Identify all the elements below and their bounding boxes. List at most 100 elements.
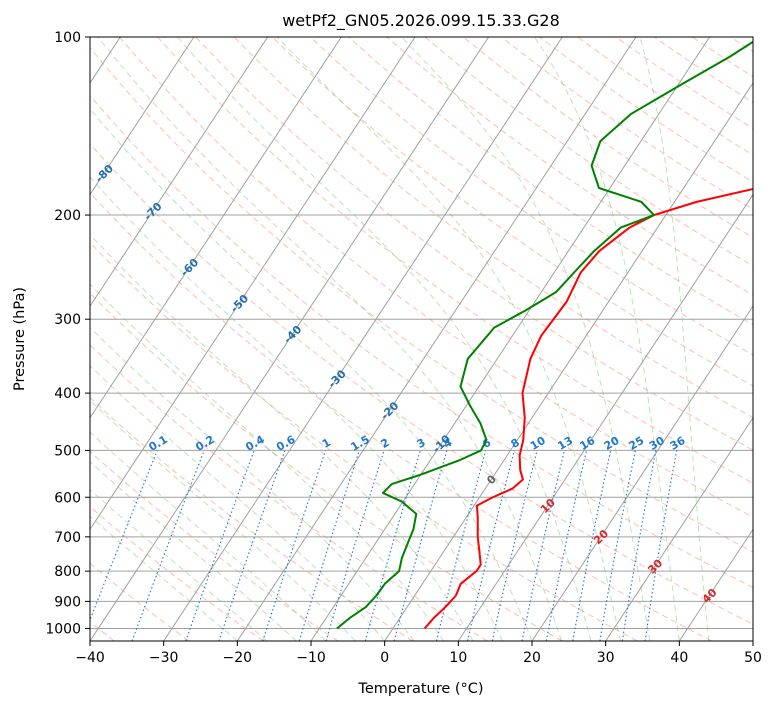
moist-adiabat [90,233,474,641]
y-tick-label: 700 [54,530,81,546]
isotherm-label: -30 [326,367,349,390]
x-tick-label: 20 [523,650,541,666]
moist-adiabat [534,37,680,641]
isotherm-line [457,193,753,641]
x-tick-label: −30 [149,650,179,666]
dry-adiabat [157,37,753,484]
isotherm-label: 10 [538,496,558,516]
dry-adiabat [691,37,753,78]
isotherm-line [384,82,753,641]
x-tick-label: 10 [449,650,467,666]
mixing-ratio-line [131,450,205,641]
moist-adiabat [90,515,238,641]
isotherm-line [752,640,753,641]
mixing-ratio-line [393,450,448,641]
moist-adiabat [400,37,651,641]
isotherm-line [163,37,563,641]
moist-adiabat [90,176,503,641]
isotherm-label: -90 [40,130,63,153]
isotherm-label: 40 [700,586,720,606]
mixing-ratio-label: 2 [378,436,391,451]
mixing-ratio-line [364,450,421,641]
dry-adiabat [90,192,712,641]
moist-adiabat [90,399,356,641]
isotherm-line [531,305,753,641]
y-tick-label: 200 [54,208,81,224]
x-tick-label: −20 [223,650,253,666]
dry-adiabat [90,506,264,641]
mixing-ratio-line [218,450,286,641]
x-tick-label: −10 [296,650,326,666]
mixing-ratio-line [621,450,657,641]
mixing-ratio-label: 3 [415,436,428,451]
mixing-ratio-line [298,450,360,641]
isotherm-label: -100 [0,80,24,109]
moist-adiabat [276,37,621,641]
dry-adiabat [386,37,753,296]
y-axis-label: Pressure (hPa) [12,287,28,391]
isotherm-line [90,37,342,419]
isotherm-line [90,37,269,308]
y-tick-label: 500 [54,443,81,459]
mixing-ratio-line [435,450,487,641]
y-tick-label: 900 [54,594,81,610]
isotherm-label: -10 [430,432,453,455]
moist-adiabat [639,37,710,641]
x-tick-label: 50 [744,650,762,666]
y-tick-label: 100 [54,30,81,46]
dry-adiabat [348,37,753,326]
mixing-ratio-line [262,450,327,641]
isotherm-line [90,37,195,196]
moist-adiabat [90,431,327,641]
isotherm-line [236,37,637,641]
isotherm-label: -40 [281,323,304,346]
mixing-ratio-line [644,450,678,641]
dry-adiabat [501,37,753,211]
mixing-ratio-line [466,450,515,641]
mixing-ratio-line [90,450,158,622]
y-tick-label: 600 [54,490,81,506]
isotherm-label: -80 [93,162,116,185]
chart-title: wetPf2_GN05.2026.099.15.33.G28 [282,11,560,31]
mixing-ratio-line [599,450,636,641]
dry-adiabat [90,344,488,641]
mixing-ratio-line [185,450,255,641]
x-tick-label: 0 [380,650,389,666]
isotherm-label: -60 [178,256,201,279]
dry-adiabat [577,37,753,156]
dry-adiabat [90,143,753,625]
x-tick-label: 40 [670,650,688,666]
mixing-ratio-label: 1 [320,436,333,451]
mixing-ratio-line [325,450,385,641]
moist-adiabat [90,365,386,641]
dry-adiabat [90,241,638,641]
x-axis-label: Temperature (°C) [357,681,483,697]
dry-adiabat [90,292,563,641]
moist-adiabat [90,283,445,641]
dry-adiabat [233,37,753,419]
dry-adiabat [310,37,753,356]
dry-adiabat [195,37,753,451]
moist-adiabat [90,488,268,641]
isotherm-line [678,528,753,641]
dry-adiabat [90,46,753,553]
x-tick-label: 30 [597,650,615,666]
plot-frame [89,36,754,642]
mixing-ratio-line [545,450,588,641]
isotherm-line [310,37,711,641]
moist-adiabat [176,37,592,641]
y-tick-label: 400 [54,386,81,402]
moist-adiabat [90,326,415,641]
isotherm-label: 30 [645,556,665,576]
isotherm-line [90,37,490,641]
dewpoint-line [336,40,753,630]
isotherm-line [90,37,416,531]
temperature-line [423,187,753,630]
x-tick-label: −40 [75,650,105,666]
mixing-ratio-label: 8 [509,436,522,451]
dry-adiabat [119,37,753,518]
y-tick-label: 300 [54,312,81,328]
dry-adiabat [271,37,753,387]
moist-adiabat [90,460,297,641]
